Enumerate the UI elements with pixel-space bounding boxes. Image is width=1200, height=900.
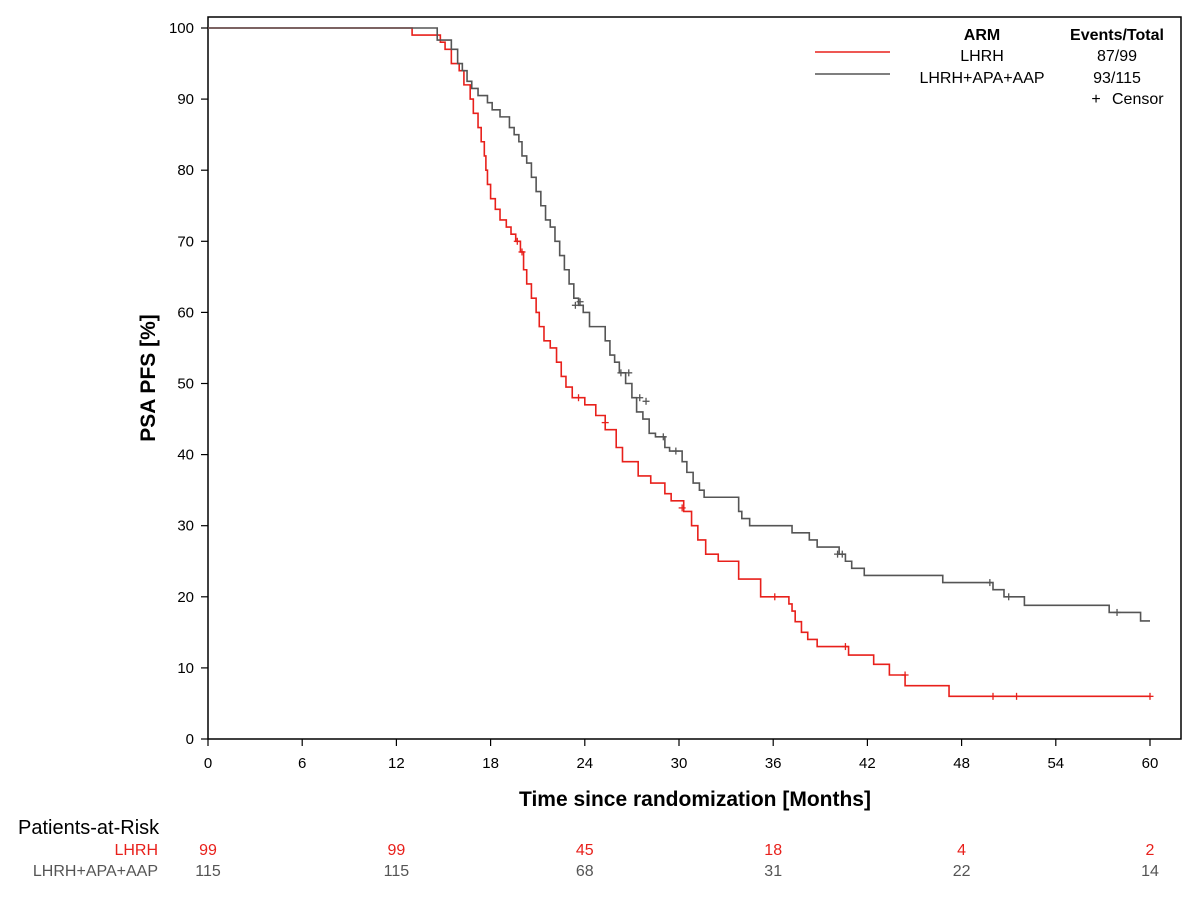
risk-count: 115 [195,863,221,880]
censor-mark [901,671,909,679]
risk-count: 14 [1141,863,1159,880]
risk-count: 99 [199,842,217,859]
y-tick-label: 70 [177,233,194,250]
risk-row-label-lhrh: LHRH [114,842,158,859]
censor-mark [841,643,849,651]
legend-censor-symbol: + [1091,91,1100,108]
x-tick-label: 42 [859,755,876,772]
censor-marks [513,237,1154,700]
legend-label-combo: LHRH+APA+AAP [919,70,1044,87]
legend-events-lhrh: 87/99 [1097,48,1137,65]
risk-count: 22 [953,863,971,880]
legend-col-events: Events/Total [1070,27,1164,44]
censor-mark [513,237,521,245]
y-tick-label: 80 [177,162,194,179]
axis-ticks: 0 6 12 18 24 30 36 42 48 54 60 0 10 20 30 40 50 60 70 80 90 1… [169,20,1158,772]
censor-mark [1113,608,1121,616]
y-axis-title: PSA PFS [%] [137,314,160,442]
censor-mark [989,692,997,700]
y-tick-label: 0 [186,731,194,748]
censor-mark [518,248,526,256]
risk-count: 2 [1146,842,1155,859]
censor-mark [1146,692,1154,700]
y-tick-label: 100 [169,20,194,37]
censor-mark [571,301,579,309]
censor-mark [659,433,667,441]
censor-mark [617,369,625,377]
km-curve-lhrh [208,27,1150,698]
risk-count: 115 [384,863,410,880]
x-tick-label: 54 [1047,755,1064,772]
censor-mark [601,419,609,427]
y-tick-label: 50 [177,376,194,393]
censor-mark [986,579,994,587]
censor-mark [1005,593,1013,601]
legend-events-combo: 93/115 [1093,70,1141,87]
risk-count: 18 [764,842,782,859]
censor-mark [771,593,779,601]
risk-table-title: Patients-at-Risk [18,817,160,839]
x-tick-label: 12 [388,755,405,772]
legend-censor-label: Censor [1112,91,1164,108]
y-tick-label: 20 [177,589,194,606]
risk-count: 31 [764,863,782,880]
censor-mark [1013,692,1021,700]
y-tick-label: 40 [177,447,194,464]
censor-mark [838,550,846,558]
x-axis-title: Time since randomization [Months] [519,788,871,811]
x-tick-label: 60 [1142,755,1159,772]
censor-mark [678,504,686,512]
censor-mark [625,369,633,377]
plot-frame [207,16,1182,740]
km-curve-lhrh-apa-aap [208,27,1150,622]
censor-mark [642,397,650,405]
x-tick-label: 6 [298,755,306,772]
censor-mark [576,298,584,306]
censor-mark [672,447,680,455]
legend-col-arm: ARM [964,27,1000,44]
censor-mark [636,394,644,402]
y-tick-label: 60 [177,304,194,321]
risk-count: 45 [576,842,594,859]
risk-count: 68 [576,863,594,880]
x-tick-label: 0 [204,755,212,772]
x-tick-label: 30 [671,755,688,772]
censor-mark [575,394,583,402]
risk-table: Patients-at-Risk LHRH LHRH+APA+AAP 99 99 4… [18,817,1159,880]
risk-count: 99 [388,842,406,859]
risk-row-label-combo: LHRH+APA+AAP [33,863,158,880]
survival-curves [208,27,1150,698]
legend: ARM Events/Total LHRH 87/99 LHRH+APA+AAP… [815,27,1164,108]
y-tick-label: 30 [177,518,194,535]
x-tick-label: 48 [953,755,970,772]
x-tick-label: 18 [482,755,499,772]
x-tick-label: 24 [576,755,593,772]
y-tick-label: 10 [177,660,194,677]
x-tick-label: 36 [765,755,782,772]
risk-count: 4 [957,842,966,859]
y-tick-label: 90 [177,91,194,108]
legend-label-lhrh: LHRH [960,48,1004,65]
